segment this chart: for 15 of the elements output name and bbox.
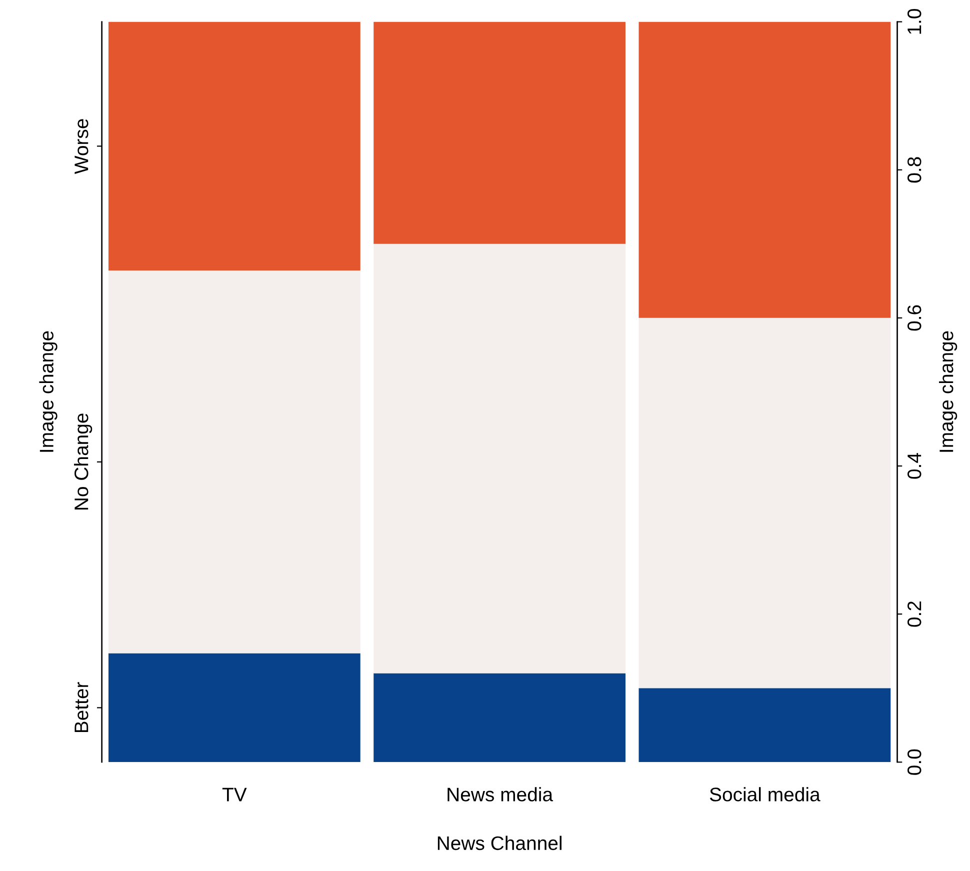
x-tick-label: TV xyxy=(222,788,247,802)
y2-tick-label: 0.4 xyxy=(907,453,922,479)
text: Worse xyxy=(74,119,88,174)
text: Better xyxy=(74,682,88,732)
y2-axis-title: Image change xyxy=(938,331,958,452)
y2-tick-label: 1.0 xyxy=(907,9,922,34)
y2-tick-label: 0.6 xyxy=(907,305,922,331)
x-tick-label: Social media xyxy=(710,787,820,802)
x-tick-label: News media xyxy=(448,787,554,802)
y2-tick-label: 0.0 xyxy=(907,749,922,775)
y2-tick-label: 0.8 xyxy=(907,157,922,183)
text: No Change xyxy=(74,414,92,510)
y-axis-title: Image change xyxy=(39,331,58,452)
y2-tick-label: 0.2 xyxy=(907,602,922,627)
x-axis-title: News Channel xyxy=(438,836,562,850)
